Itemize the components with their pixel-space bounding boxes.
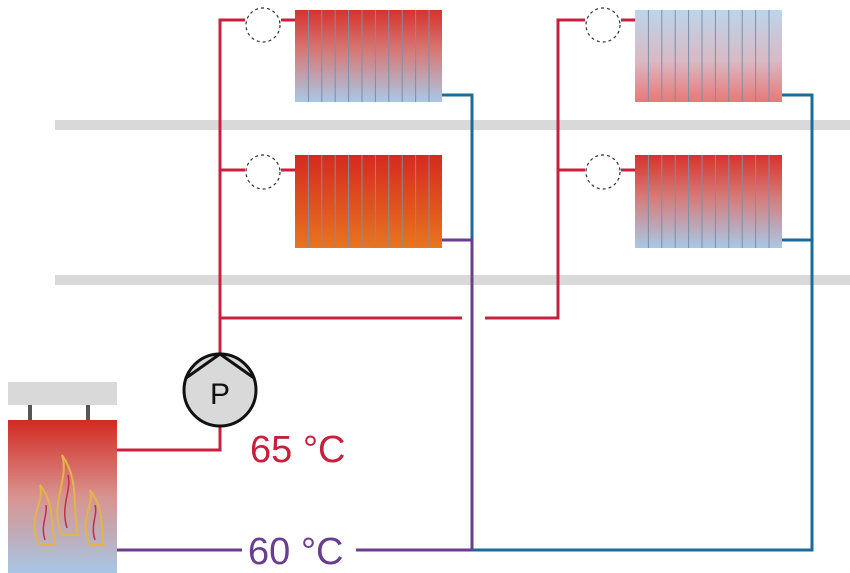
flames-inner — [42, 474, 97, 541]
radiator-fins — [307, 10, 770, 248]
supply-temperature: 65 °C — [250, 429, 345, 471]
radiator — [635, 10, 782, 102]
pump-label: P — [210, 378, 230, 411]
pipes — [117, 18, 814, 552]
flames — [33, 454, 106, 546]
boiler — [8, 420, 117, 573]
boiler-top — [8, 382, 117, 405]
radiator — [635, 155, 782, 248]
floor — [55, 120, 850, 130]
return-temperature: 60 °C — [248, 531, 343, 573]
floor — [55, 275, 850, 285]
boiler-leg — [28, 405, 32, 420]
radiator — [295, 155, 442, 248]
boiler-leg — [86, 405, 90, 420]
pump-symbol — [185, 352, 255, 380]
valves — [245, 7, 621, 190]
radiator — [295, 10, 442, 102]
